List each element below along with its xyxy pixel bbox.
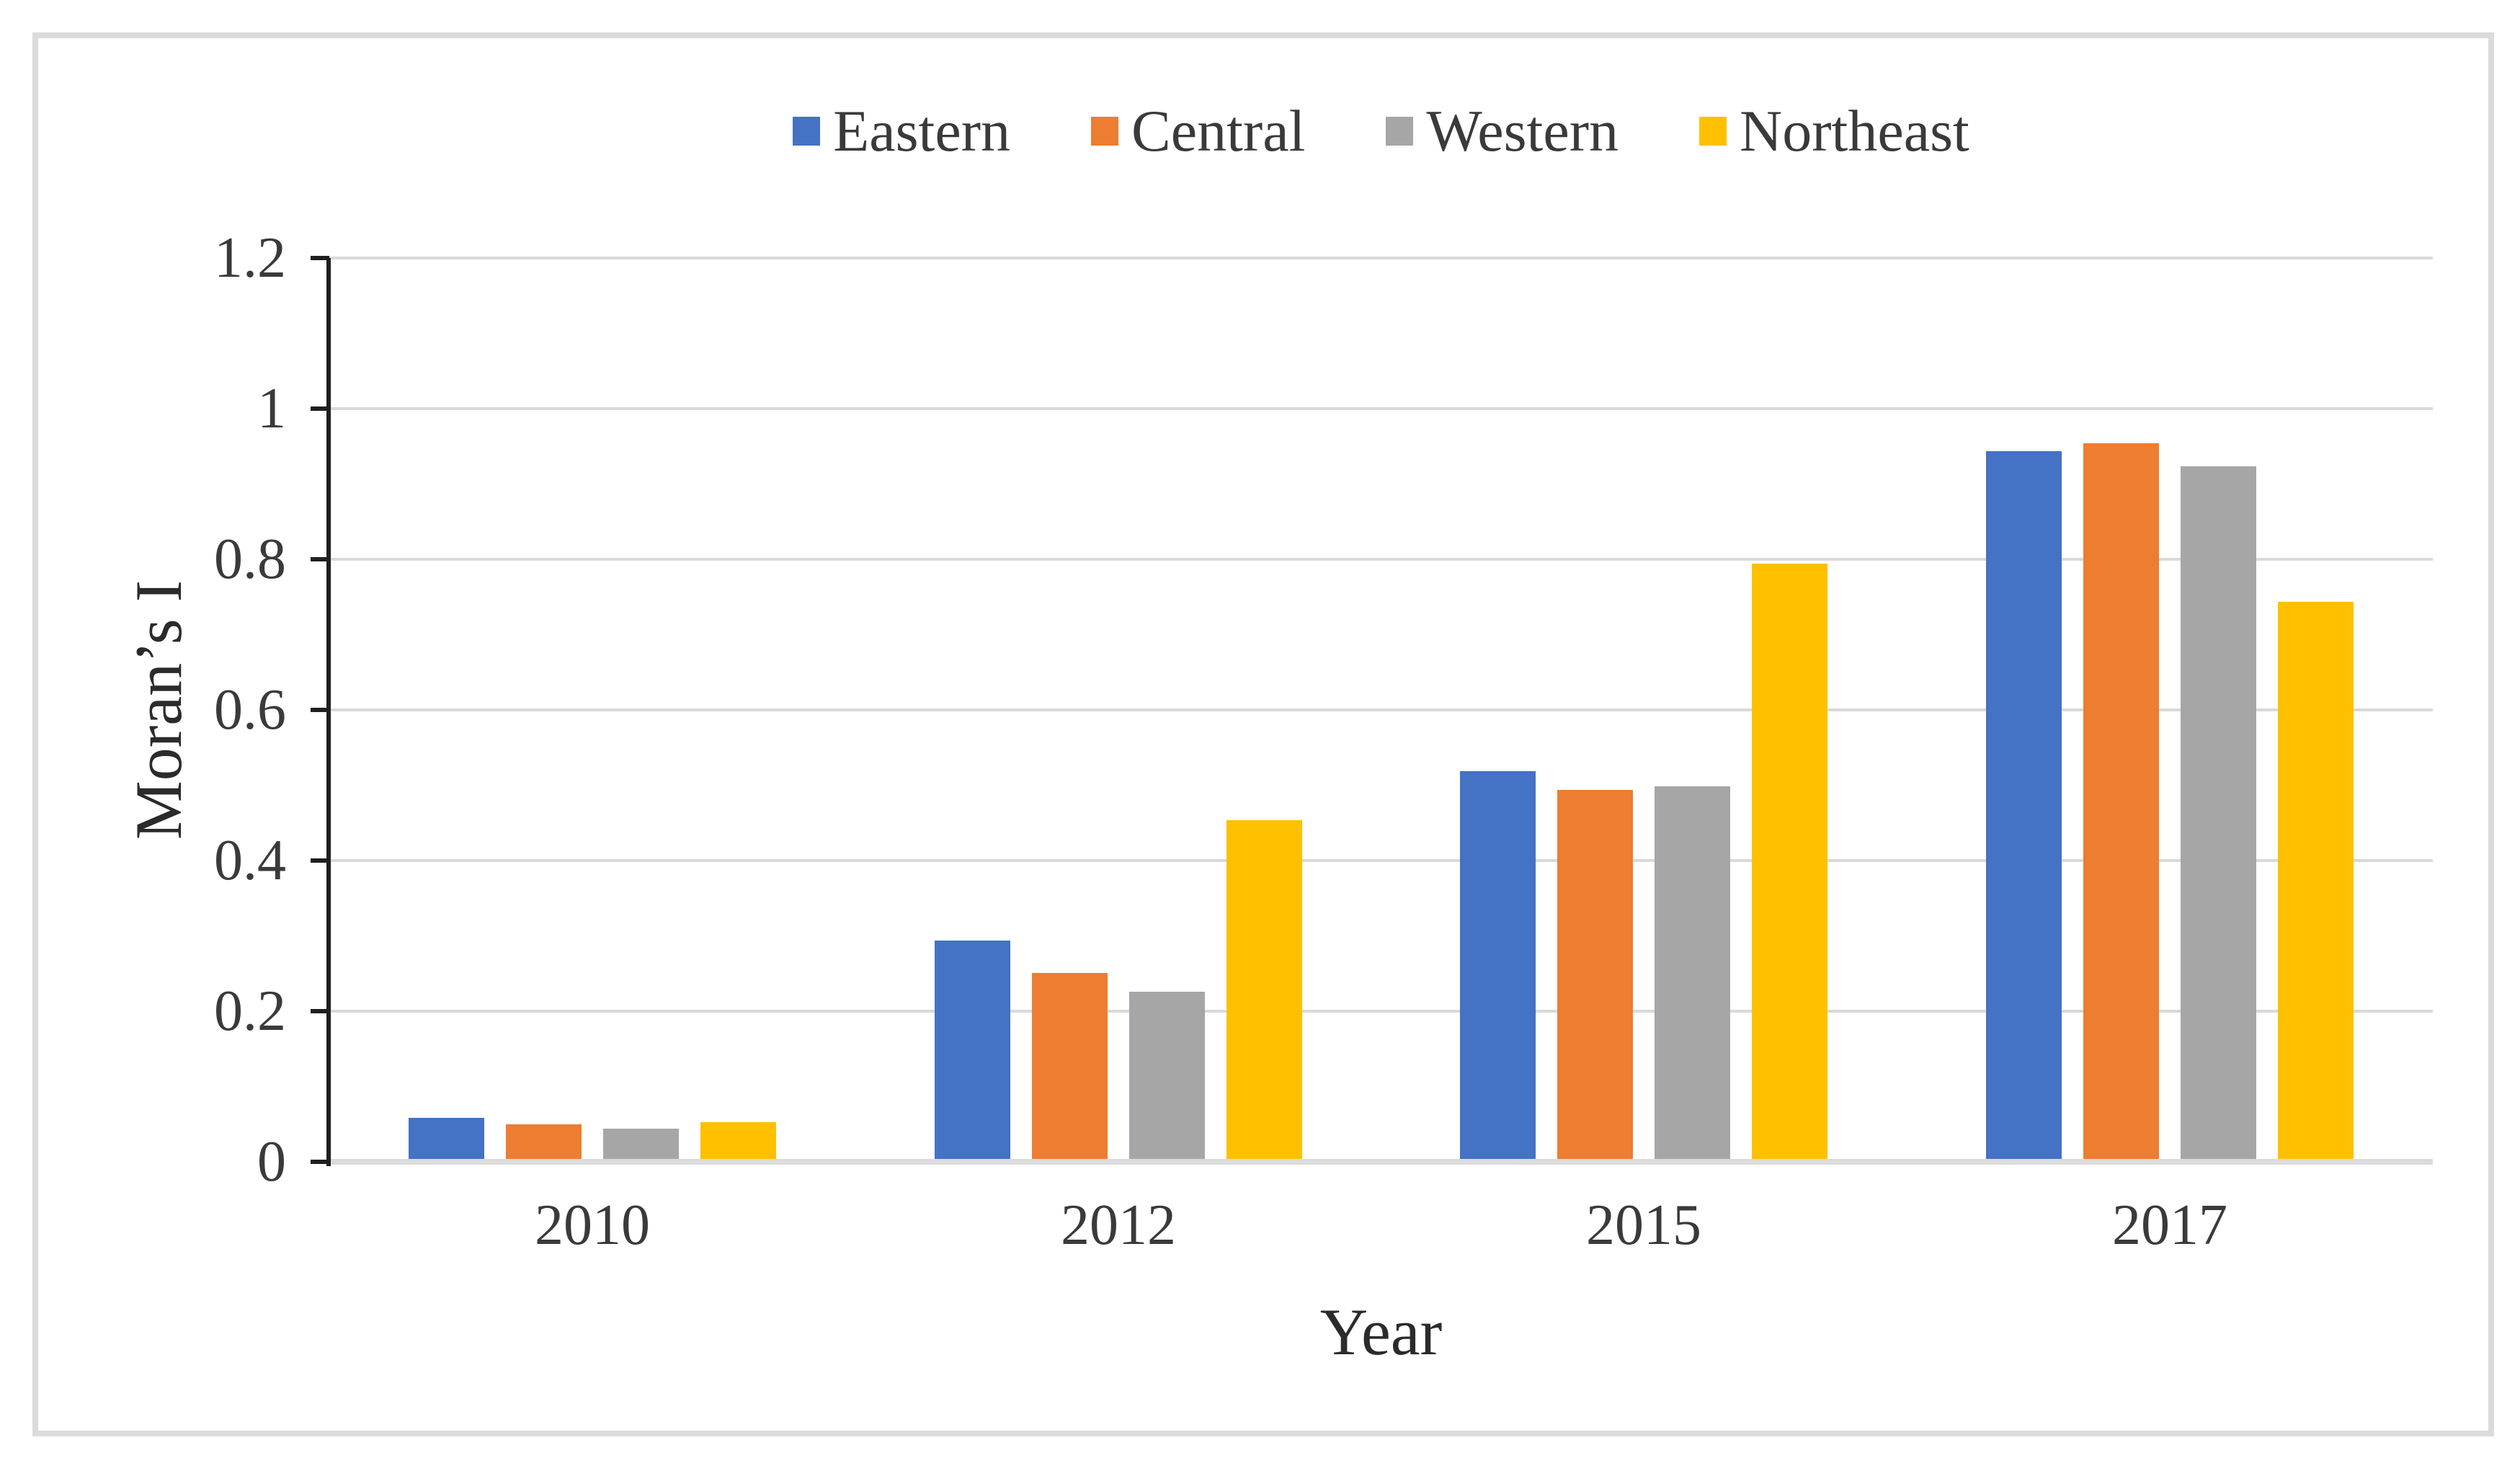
- y-tick-label-0.6: 0.6: [214, 678, 286, 742]
- legend-label-northeast: Northeast: [1740, 98, 1969, 164]
- legend-item-western: Western: [1386, 102, 1619, 161]
- x-tick-label-2017: 2017: [2112, 1194, 2227, 1257]
- y-tick-0.2: [311, 1009, 329, 1013]
- bar-northeast-2010: [700, 1122, 776, 1159]
- y-axis-line: [326, 258, 331, 1166]
- x-tick-label-2012: 2012: [1061, 1194, 1176, 1257]
- bar-northeast-2017: [2278, 602, 2354, 1159]
- gridline-y-0.4: [329, 859, 2433, 862]
- y-tick-1: [311, 406, 329, 411]
- legend-swatch-western-icon: [1386, 117, 1414, 146]
- y-tick-0.6: [311, 708, 329, 712]
- y-tick-label-0.4: 0.4: [214, 829, 286, 892]
- gridline-y-1.2: [329, 257, 2433, 259]
- x-tick-label-2010: 2010: [535, 1194, 650, 1257]
- legend-swatch-eastern-icon: [793, 117, 821, 146]
- bar-eastern-2015: [1460, 771, 1536, 1159]
- bar-central-2015: [1557, 790, 1633, 1159]
- y-tick-0.4: [311, 858, 329, 863]
- legend-label-eastern: Eastern: [833, 98, 1011, 164]
- bar-western-2012: [1129, 992, 1205, 1159]
- legend-item-central: Central: [1091, 102, 1305, 161]
- bar-central-2017: [2083, 443, 2159, 1159]
- bar-eastern-2017: [1986, 451, 2062, 1159]
- y-tick-label-0.8: 0.8: [214, 528, 286, 591]
- gridline-y-0.8: [329, 558, 2433, 561]
- legend-item-eastern: Eastern: [793, 102, 1010, 161]
- gridline-y-0.6: [329, 708, 2433, 711]
- legend-label-western: Western: [1426, 98, 1619, 164]
- bar-eastern-2012: [935, 941, 1010, 1159]
- bar-western-2010: [603, 1129, 679, 1159]
- y-tick-1.2: [311, 256, 329, 260]
- x-tick-label-2015: 2015: [1586, 1194, 1701, 1257]
- legend-label-central: Central: [1131, 98, 1306, 164]
- y-tick-0: [311, 1160, 329, 1164]
- x-axis-baseline: [329, 1159, 2433, 1165]
- bar-eastern-2010: [409, 1118, 484, 1159]
- bar-northeast-2012: [1226, 820, 1302, 1159]
- legend-item-northeast: Northeast: [1699, 102, 1969, 161]
- x-axis-title: Year: [1319, 1295, 1443, 1369]
- legend-swatch-northeast-icon: [1699, 117, 1727, 146]
- y-tick-label-1.2: 1.2: [214, 226, 286, 290]
- bar-central-2010: [506, 1124, 582, 1159]
- y-tick-label-0: 0: [257, 1130, 286, 1194]
- y-tick-0.8: [311, 557, 329, 561]
- gridline-y-1: [329, 407, 2433, 410]
- bar-western-2015: [1655, 786, 1730, 1159]
- bar-western-2017: [2181, 466, 2256, 1159]
- bar-central-2012: [1032, 973, 1108, 1159]
- y-tick-label-0.2: 0.2: [214, 979, 286, 1043]
- gridline-y-0.2: [329, 1010, 2433, 1013]
- legend: Eastern Central Western Northeast: [329, 95, 2433, 167]
- legend-swatch-central-icon: [1091, 117, 1119, 146]
- y-tick-label-1: 1: [257, 377, 286, 440]
- bar-northeast-2015: [1752, 564, 1827, 1159]
